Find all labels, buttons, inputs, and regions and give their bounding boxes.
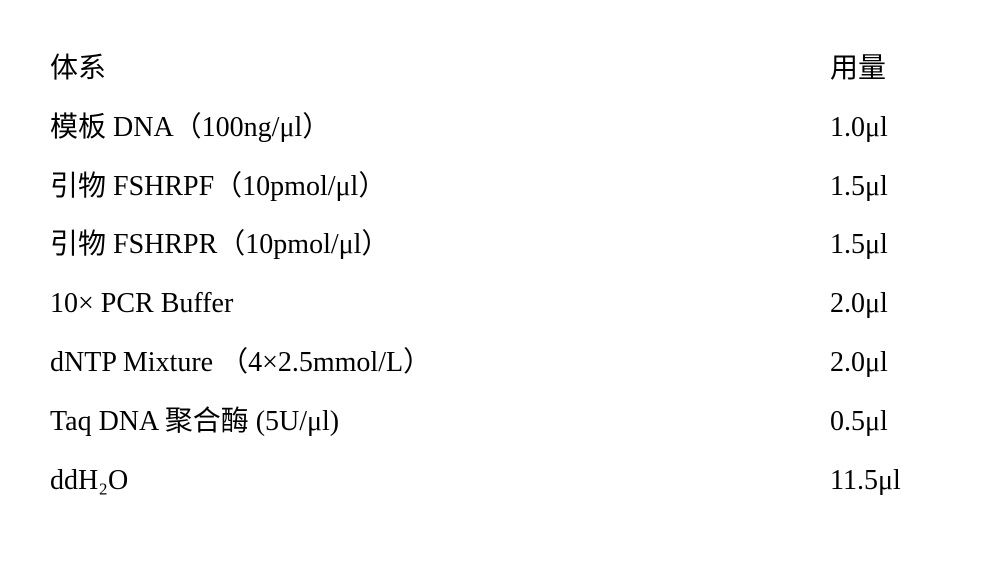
row-amount: 11.5μl (830, 452, 950, 511)
header-amount: 用量 (830, 40, 950, 99)
table-row: ddH₂O 11.5μl (50, 452, 950, 511)
pcr-system-table: 体系 用量 模板 DNA（100ng/μl） 1.0μl 引物 FSHRPF（1… (50, 40, 950, 510)
header-system: 体系 (50, 40, 106, 99)
row-label: 引物 FSHRPF（10pmol/μl） (50, 158, 386, 217)
table-row: dNTP Mixture （4×2.5mmol/L） 2.0μl (50, 334, 950, 393)
row-label: 引物 FSHRPR（10pmol/μl） (50, 216, 389, 275)
table-row: 10× PCR Buffer 2.0μl (50, 275, 950, 334)
row-amount: 0.5μl (830, 393, 950, 452)
table-row: 引物 FSHRPR（10pmol/μl） 1.5μl (50, 216, 950, 275)
table-header-row: 体系 用量 (50, 40, 950, 99)
row-label: Taq DNA 聚合酶 (5U/μl) (50, 393, 339, 452)
row-amount: 2.0μl (830, 275, 950, 334)
row-label: 模板 DNA（100ng/μl） (50, 99, 330, 158)
row-amount: 1.5μl (830, 216, 950, 275)
row-label: ddH₂O (50, 452, 128, 511)
table-row: 引物 FSHRPF（10pmol/μl） 1.5μl (50, 158, 950, 217)
table-row: Taq DNA 聚合酶 (5U/μl) 0.5μl (50, 393, 950, 452)
row-amount: 1.5μl (830, 158, 950, 217)
table-row: 模板 DNA（100ng/μl） 1.0μl (50, 99, 950, 158)
row-label: 10× PCR Buffer (50, 275, 233, 334)
row-amount: 1.0μl (830, 99, 950, 158)
row-label: dNTP Mixture （4×2.5mmol/L） (50, 334, 431, 393)
row-amount: 2.0μl (830, 334, 950, 393)
